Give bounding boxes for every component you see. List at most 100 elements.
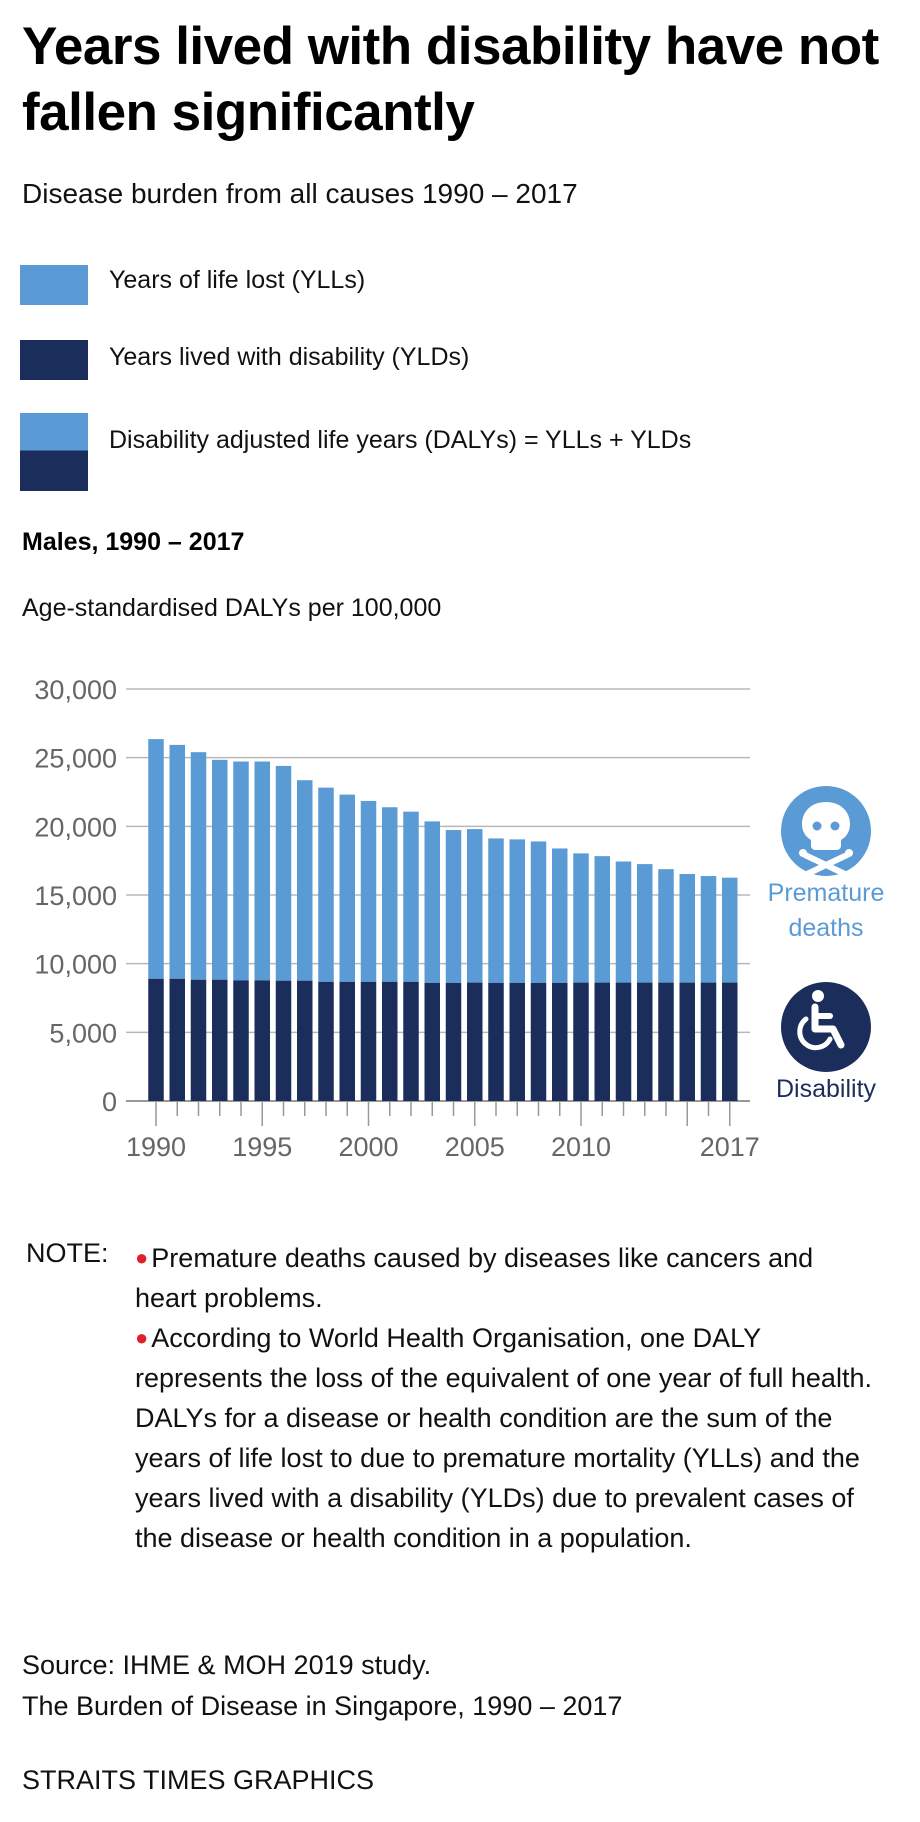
x-tick-label: 1995 xyxy=(232,1132,292,1162)
bar-yll xyxy=(679,873,695,983)
credit: STRAITS TIMES GRAPHICS xyxy=(22,1765,375,1795)
note-item-text: According to World Health Organisation, … xyxy=(135,1323,872,1553)
bar-yll xyxy=(488,838,504,983)
bar-yld xyxy=(233,980,249,1101)
skull-crossbones-icon xyxy=(781,786,871,881)
bar-yld xyxy=(679,982,695,1101)
bar-yld xyxy=(615,982,632,1101)
x-tick-label: 1990 xyxy=(126,1132,186,1162)
x-tick-label: 2000 xyxy=(338,1132,398,1162)
bar-yll xyxy=(254,761,270,981)
bar-yll xyxy=(445,830,462,983)
premature-deaths-label-line1: Premature xyxy=(767,879,885,907)
bars xyxy=(148,739,738,1101)
stacked-bar-chart: 0 5,000 10,000 15,000 20,000 25,000 30,000 199… xyxy=(34,675,871,1162)
bar-yld xyxy=(148,978,164,1101)
page-title: Years lived with disability have not fal… xyxy=(22,17,879,142)
bar-yll xyxy=(233,761,249,981)
bar-yll xyxy=(318,787,334,982)
bar-yld xyxy=(509,982,525,1101)
bar-yld xyxy=(467,982,483,1101)
bar-yll xyxy=(424,821,440,983)
note-item: ● Premature deaths caused by diseases lik… xyxy=(135,1238,875,1318)
bar-yll xyxy=(360,800,377,982)
source-line-1: Source: IHME & MOH 2019 study. xyxy=(22,1650,432,1680)
bar-yll xyxy=(190,752,207,980)
bullet-icon: ● xyxy=(135,1245,149,1270)
y-tick-label: 0 xyxy=(102,1087,117,1117)
legend-swatch-daly xyxy=(20,413,88,491)
y-tick-label: 30,000 xyxy=(34,675,117,705)
legend-label-yld: Years lived with disability (YLDs) xyxy=(109,343,470,371)
bar-yll xyxy=(615,861,632,983)
y-tick-label: 15,000 xyxy=(34,881,117,911)
bar-yld xyxy=(403,981,419,1101)
bar-yld xyxy=(445,982,462,1101)
unit-label: Age-standardised DALYs per 100,000 xyxy=(22,594,442,622)
bar-yld xyxy=(254,980,270,1101)
premature-deaths-label-line2: deaths xyxy=(788,914,864,942)
bar-yld xyxy=(700,982,717,1101)
bar-yld xyxy=(594,982,610,1101)
x-tick-label: 2005 xyxy=(445,1132,505,1162)
bar-yld xyxy=(339,981,355,1101)
category-icons xyxy=(781,786,871,1072)
legend-label-daly: Disability adjusted life years (DALYs) =… xyxy=(109,426,692,454)
note-item-text: Premature deaths caused by diseases like… xyxy=(135,1243,814,1313)
disability-label: Disability xyxy=(775,1075,877,1103)
bar-yld xyxy=(658,982,674,1101)
bar-yld xyxy=(169,978,185,1101)
bar-yll xyxy=(637,864,653,983)
note-body: ● Premature deaths caused by diseases lik… xyxy=(135,1238,875,1558)
bar-yll xyxy=(573,853,589,983)
bar-yll xyxy=(467,829,483,983)
bar-yll xyxy=(339,794,355,982)
section-title: Males, 1990 – 2017 xyxy=(22,528,245,556)
bar-yld xyxy=(637,982,653,1101)
y-tick-label: 10,000 xyxy=(34,950,117,980)
bar-yld xyxy=(530,982,547,1101)
bar-yld xyxy=(360,981,377,1101)
source-line-2: The Burden of Disease in Singapore, 1990… xyxy=(22,1691,623,1721)
wheelchair-icon xyxy=(781,982,871,1072)
bar-yld xyxy=(722,982,738,1101)
bar-yll xyxy=(722,877,738,983)
bar-yll xyxy=(212,759,228,980)
bar-yll xyxy=(148,739,164,979)
bar-yld xyxy=(552,982,568,1101)
legend-swatch-yld xyxy=(20,340,88,380)
bar-yld xyxy=(318,981,334,1101)
x-axis: 1990 1995 2000 2005 2010 2017 xyxy=(126,1101,760,1162)
bar-yld xyxy=(297,980,313,1101)
note-label: NOTE: xyxy=(26,1238,109,1268)
y-axis-labels: 0 5,000 10,000 15,000 20,000 25,000 30,000 xyxy=(34,675,117,1117)
x-tick-label: 2017 xyxy=(700,1132,760,1162)
bar-yld xyxy=(382,981,398,1101)
bar-yll xyxy=(594,856,610,983)
bar-yld xyxy=(275,980,292,1101)
bar-yll xyxy=(552,848,568,983)
legend-swatch-yll xyxy=(20,265,88,305)
bar-yld xyxy=(190,979,207,1101)
bar-yll xyxy=(530,841,547,983)
bar-yld xyxy=(424,982,440,1101)
legend-label-yll: Years of life lost (YLLs) xyxy=(109,266,366,294)
bar-yll xyxy=(509,839,525,983)
bar-yll xyxy=(658,869,674,983)
bar-yll xyxy=(297,780,313,981)
bar-yll xyxy=(382,807,398,982)
bullet-icon: ● xyxy=(135,1325,149,1350)
bar-yll xyxy=(403,811,419,982)
premature-deaths-label: Premature deaths xyxy=(750,876,902,946)
y-tick-label: 5,000 xyxy=(49,1018,117,1048)
bar-yld xyxy=(488,982,504,1101)
note-item: ● According to World Health Organisation,… xyxy=(135,1318,875,1558)
subtitle: Disease burden from all causes 1990 – 20… xyxy=(22,178,578,209)
x-tick-label: 2010 xyxy=(551,1132,611,1162)
y-tick-label: 20,000 xyxy=(34,812,117,842)
y-tick-label: 25,000 xyxy=(34,744,117,774)
bar-yld xyxy=(573,982,589,1101)
bar-yll xyxy=(275,765,292,981)
bar-yll xyxy=(700,876,717,983)
bar-yll xyxy=(169,744,185,979)
